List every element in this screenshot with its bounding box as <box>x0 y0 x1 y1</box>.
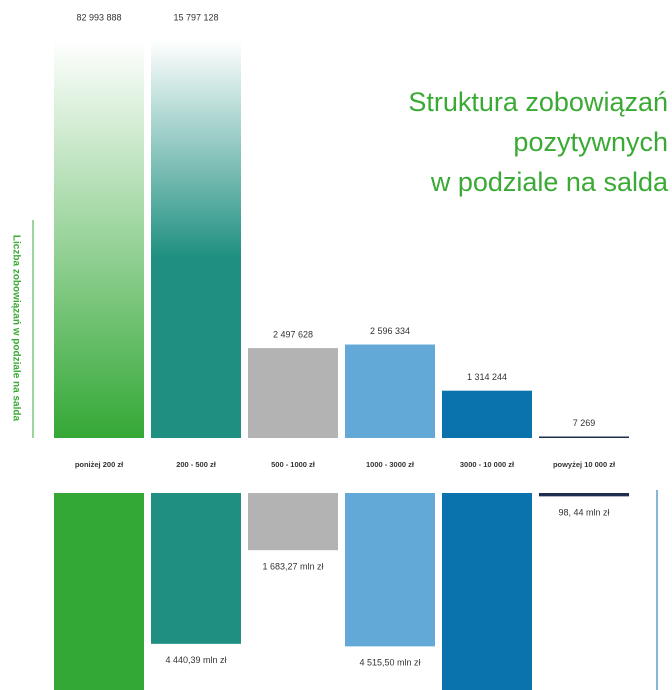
category-label: powyżej 10 000 zł <box>553 460 616 469</box>
value-label: 2 596 334 <box>370 326 410 336</box>
y-axis-label: Liczba zobowiązań w podziale na salda <box>10 235 21 422</box>
chart-title: w podziale na salda <box>430 167 669 197</box>
bar <box>442 493 532 690</box>
bar <box>539 493 629 497</box>
value-label: 4 440,39 mln zł <box>165 655 226 665</box>
category-label: poniżej 200 zł <box>75 460 124 469</box>
category-label: 3000 - 10 000 zł <box>460 460 515 469</box>
value-label: 1 683,27 mln zł <box>262 562 323 572</box>
bar <box>54 40 144 438</box>
chart-title: pozytywnych <box>513 127 668 157</box>
amount-bars <box>54 493 629 690</box>
category-label: 1000 - 3000 zł <box>366 460 415 469</box>
bar <box>151 493 241 644</box>
bar <box>54 493 144 690</box>
value-label: 98, 44 mln zł <box>558 508 609 518</box>
value-label: 15 797 128 <box>173 12 218 22</box>
bar <box>345 493 435 647</box>
value-label: 7 269 <box>573 418 596 428</box>
count-bars <box>54 40 629 438</box>
bar <box>151 40 241 438</box>
bar <box>248 348 338 438</box>
value-label: 2 497 628 <box>273 329 313 339</box>
value-label: 82 993 888 <box>76 12 121 22</box>
value-label: 4 515,50 mln zł <box>359 658 420 668</box>
category-label: 200 - 500 zł <box>176 460 217 469</box>
category-label: 500 - 1000 zł <box>271 460 316 469</box>
bar <box>248 493 338 551</box>
value-label: 1 314 244 <box>467 372 507 382</box>
bar <box>345 344 435 438</box>
bar <box>442 390 532 438</box>
chart-title: Struktura zobowiązań <box>408 87 668 117</box>
bar <box>539 436 629 438</box>
